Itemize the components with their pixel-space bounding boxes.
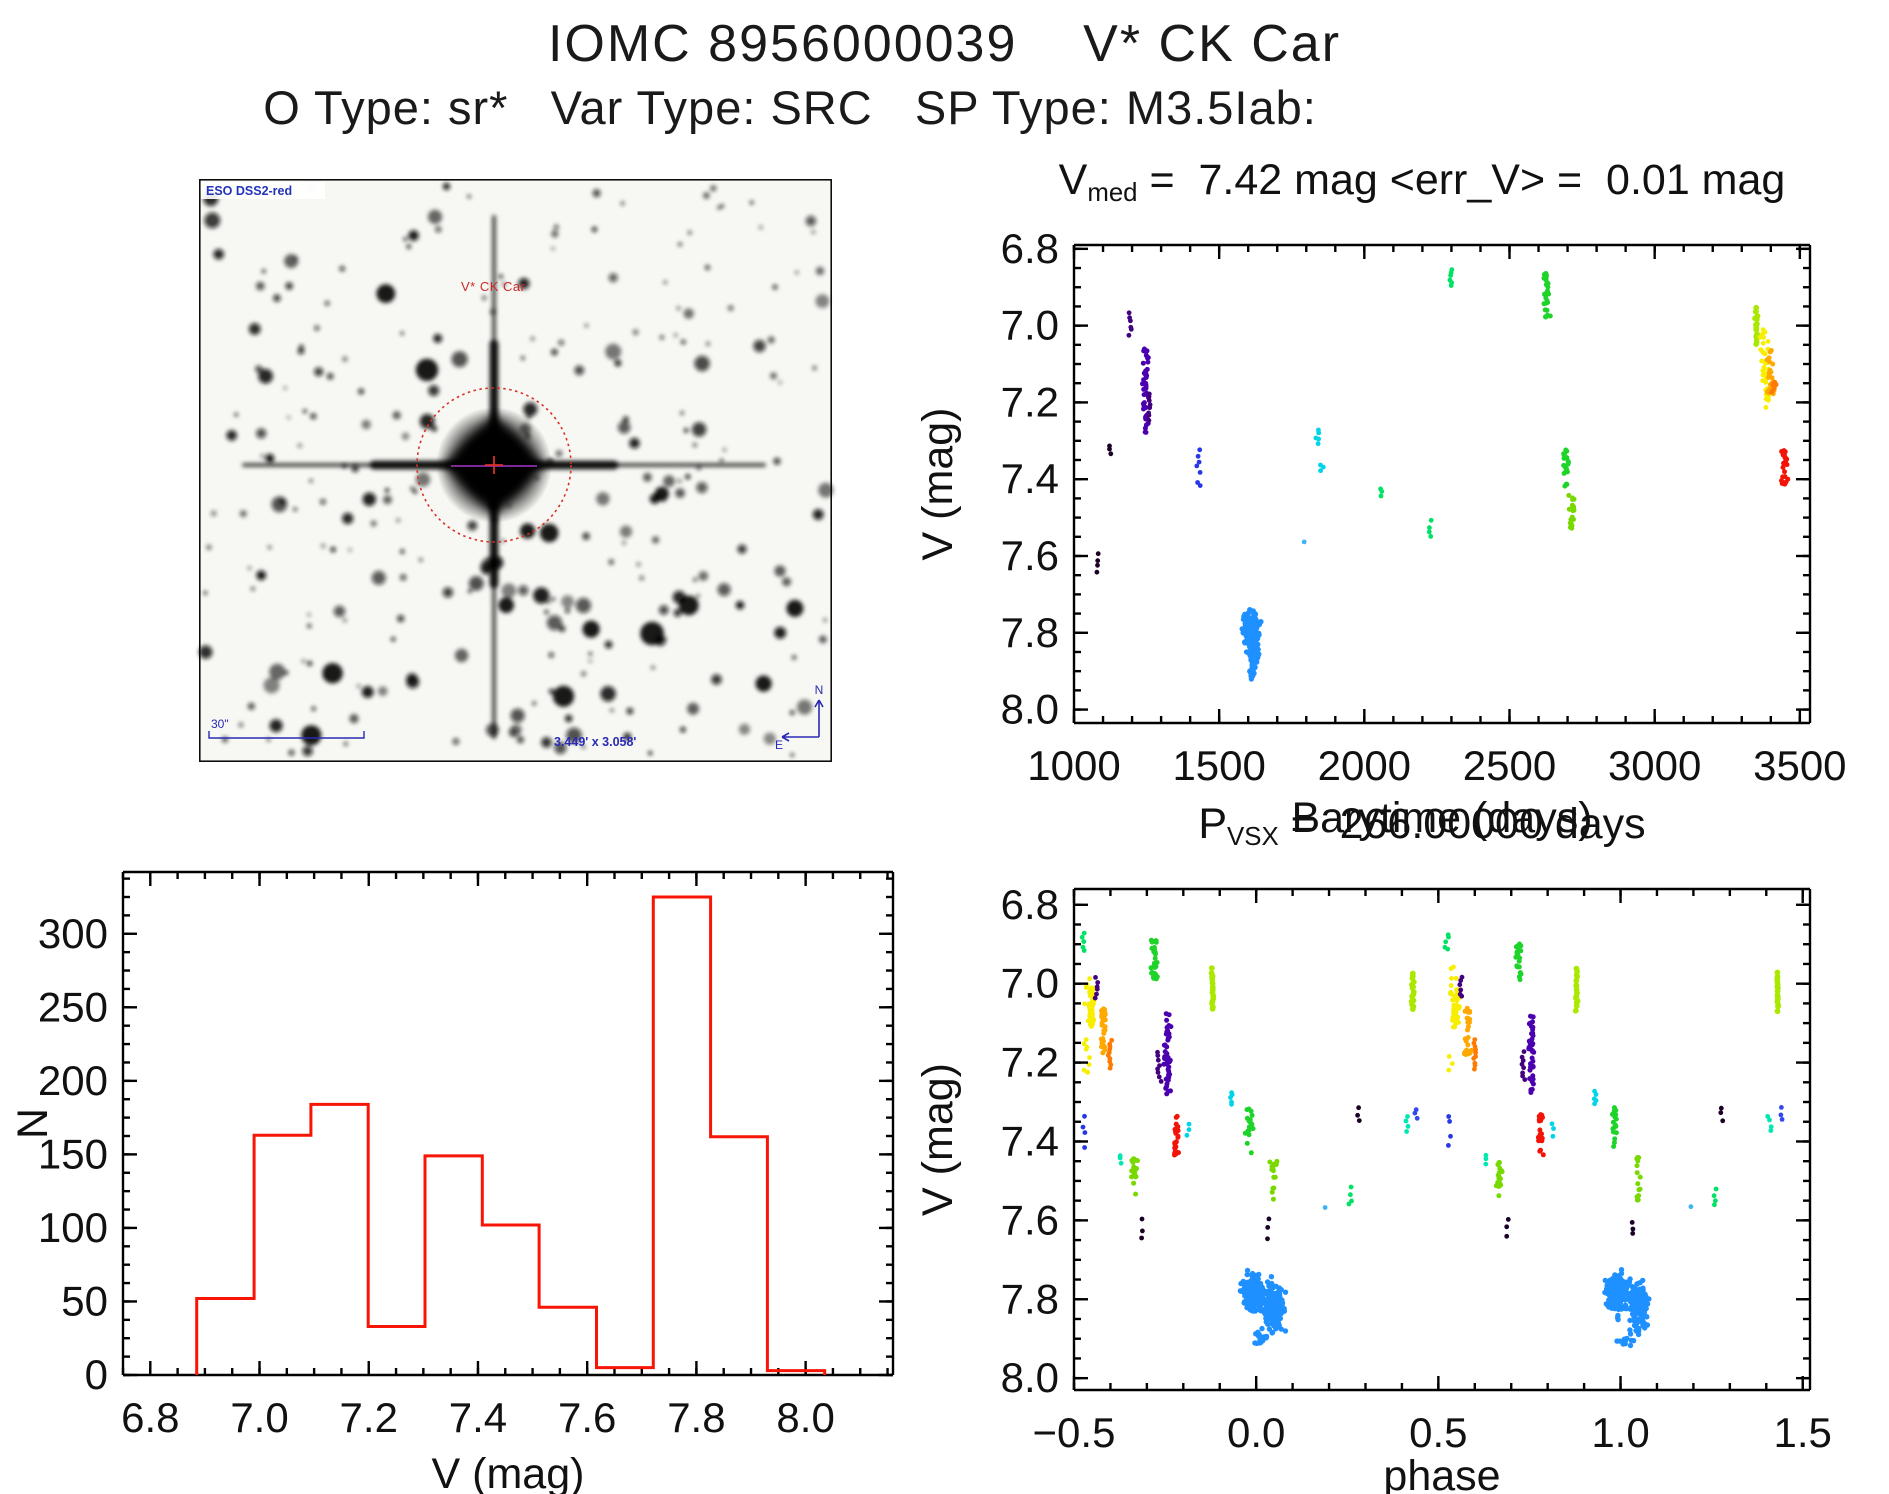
y-axis-label: N	[9, 1108, 57, 1139]
compass-north-label: N	[815, 683, 824, 697]
x-tick-label: 0.5	[1409, 1409, 1467, 1456]
x-tick-label: 2500	[1463, 742, 1556, 789]
page-title: IOMC 8956000039 V* CK Car	[547, 15, 1342, 73]
y-axis-label: V (mag)	[914, 408, 962, 561]
y-tick-label: 200	[38, 1057, 108, 1104]
y-tick-label: 7.2	[1001, 1039, 1059, 1086]
y-tick-label: 250	[38, 983, 108, 1030]
target-name-label: V* CK Car	[461, 279, 526, 294]
y-tick-label: 7.8	[1001, 1275, 1059, 1322]
y-tick-label: 100	[38, 1204, 108, 1251]
phase-plot: −0.5 0.0 0.5 1.0 1.56.87.07.27.47.67.88.0pha…	[914, 881, 1832, 1494]
histogram-plot: 6.8 7.0 7.2 7.4 7.6 7.8 8.0 0 50 100 150 200 250 300 V…	[9, 870, 895, 1494]
target-crosshair	[451, 456, 537, 474]
compass-east-label: E	[775, 738, 783, 752]
phase-title-symbol: P	[1198, 800, 1228, 848]
y-tick-label: 7.8	[1001, 609, 1059, 656]
scale-bar	[208, 731, 365, 739]
y-tick-label: 50	[61, 1277, 108, 1324]
tick-labels: 6.8 7.0 7.2 7.4 7.6 7.8 8.0 0 50 100 150 200 250 300	[38, 910, 835, 1441]
scatter-data-points	[1094, 267, 1791, 682]
x-tick-label: 0.0	[1227, 1409, 1285, 1456]
axes-frame	[121, 870, 895, 1377]
page-subtitle: O Type: sr* Var Type: SRC SP Type: M3.5I…	[263, 81, 1317, 134]
scale-bar-label: 30"	[211, 717, 229, 731]
axes-frame	[1072, 243, 1812, 725]
survey-label-backdrop	[201, 182, 325, 199]
lightcurve-title-subscript: med	[1087, 179, 1138, 208]
scatter-data-points	[1079, 930, 1785, 1349]
x-tick-label: 1500	[1172, 742, 1265, 789]
x-tick-label: 7.2	[340, 1394, 398, 1441]
y-tick-label: 150	[38, 1130, 108, 1177]
tick-labels: −0.5 0.0 0.5 1.0 1.5 6.8 7.0 7.2 7.4 7.6 7.8 8.0	[1001, 881, 1832, 1456]
axis-labels: phase V (mag)	[914, 1063, 1501, 1494]
x-tick-label: 3000	[1608, 742, 1701, 789]
y-tick-label: 8.0	[1001, 1354, 1059, 1401]
x-tick-label: 7.4	[449, 1394, 507, 1441]
x-tick-label: −0.5	[1033, 1409, 1116, 1456]
aperture-circle	[416, 387, 572, 543]
y-tick-label: 7.4	[1001, 455, 1059, 502]
fov-label: 3.449' x 3.058'	[554, 735, 636, 749]
x-axis-label: Barytime (days)	[1291, 794, 1592, 842]
finder-chart-image: ESO DSS2-red V* CK Car 30" 3.449' x 3.058' N…	[199, 179, 834, 762]
y-tick-label: 8.0	[1001, 686, 1059, 733]
y-tick-label: 7.6	[1001, 1196, 1059, 1243]
tick-labels: 1000 1500 2000 2500 3000 3500 6.8 7.0 7.2 7.4 7.6 7…	[1001, 225, 1847, 789]
axis-labels: V (mag) N	[9, 1108, 584, 1494]
compass-icon	[781, 699, 824, 742]
x-tick-label: 1.0	[1591, 1409, 1649, 1456]
y-tick-label: 7.0	[1001, 302, 1059, 349]
x-tick-label: 8.0	[776, 1394, 834, 1441]
x-tick-label: 6.8	[121, 1394, 179, 1441]
y-axis-label: V (mag)	[914, 1063, 962, 1216]
phase-title-subscript: VSX	[1227, 823, 1279, 852]
x-axis-label: V (mag)	[432, 1450, 585, 1494]
lightcurve-title-symbol: V	[1058, 156, 1088, 204]
x-tick-label: 7.0	[230, 1394, 288, 1441]
axes-frame	[1072, 887, 1812, 1392]
lightcurve-title-text: = 7.42 mag <err_V> = 0.01 mag	[1137, 156, 1786, 204]
y-tick-label: 6.8	[1001, 225, 1059, 272]
x-tick-label: 1000	[1027, 742, 1120, 789]
finder-border	[199, 179, 832, 762]
y-tick-label: 0	[85, 1351, 108, 1398]
x-tick-label: 1.5	[1774, 1409, 1832, 1456]
x-tick-label: 7.8	[667, 1394, 725, 1441]
y-tick-label: 7.2	[1001, 378, 1059, 425]
phase-title-text: = 266.00000 days	[1278, 800, 1646, 848]
histogram-steps	[195, 895, 827, 1375]
x-axis-label: phase	[1383, 1452, 1500, 1494]
x-tick-label: 2000	[1318, 742, 1411, 789]
star-field	[199, 182, 834, 757]
survey-label: ESO DSS2-red	[206, 184, 292, 198]
y-tick-label: 300	[38, 910, 108, 957]
y-tick-label: 7.6	[1001, 532, 1059, 579]
x-tick-label: 3500	[1753, 742, 1846, 789]
lightcurve-title: Vmed = 7.42 mag <err_V> = 0.01 mag	[955, 156, 1889, 208]
lightcurve-plot: 1000 1500 2000 2500 3000 3500 6.8 7.0 7.2 7.4 7.6 7…	[914, 225, 1847, 842]
y-tick-label: 6.8	[1001, 881, 1059, 928]
y-tick-label: 7.4	[1001, 1117, 1059, 1164]
x-tick-label: 7.6	[558, 1394, 616, 1441]
y-tick-label: 7.0	[1001, 960, 1059, 1007]
phase-title: PVSX = 266.00000 days	[955, 800, 1889, 852]
axis-labels: Barytime (days) V (mag)	[914, 408, 1593, 842]
